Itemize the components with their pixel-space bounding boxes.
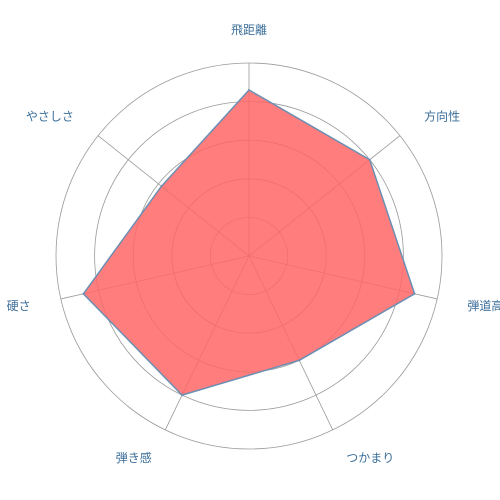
- axis-label-3: つかまり: [346, 451, 394, 465]
- axis-label-2: 弾道高さ: [467, 298, 500, 313]
- data-point-0-4: [181, 394, 184, 397]
- data-point-0-2: [413, 292, 416, 295]
- data-point-0-0: [248, 89, 250, 92]
- axis-labels: 飛距離方向性弾道高さつかまり 弾き感 硬さ やさしさ: [7, 23, 500, 465]
- data-point-0-5: [82, 292, 85, 295]
- axis-label-1: 方向性: [424, 108, 460, 123]
- axis-label-6: やさしさ: [26, 109, 74, 123]
- data-point-0-3: [298, 359, 301, 362]
- axis-label-4: 弾き感: [116, 450, 152, 465]
- axis-label-5: 硬さ: [7, 299, 31, 313]
- radar-series: [82, 89, 416, 397]
- data-point-0-1: [368, 158, 371, 161]
- series-polygon-0: [82, 89, 416, 396]
- axis-label-0: 飛距離: [231, 23, 267, 37]
- data-point-0-6: [160, 185, 163, 188]
